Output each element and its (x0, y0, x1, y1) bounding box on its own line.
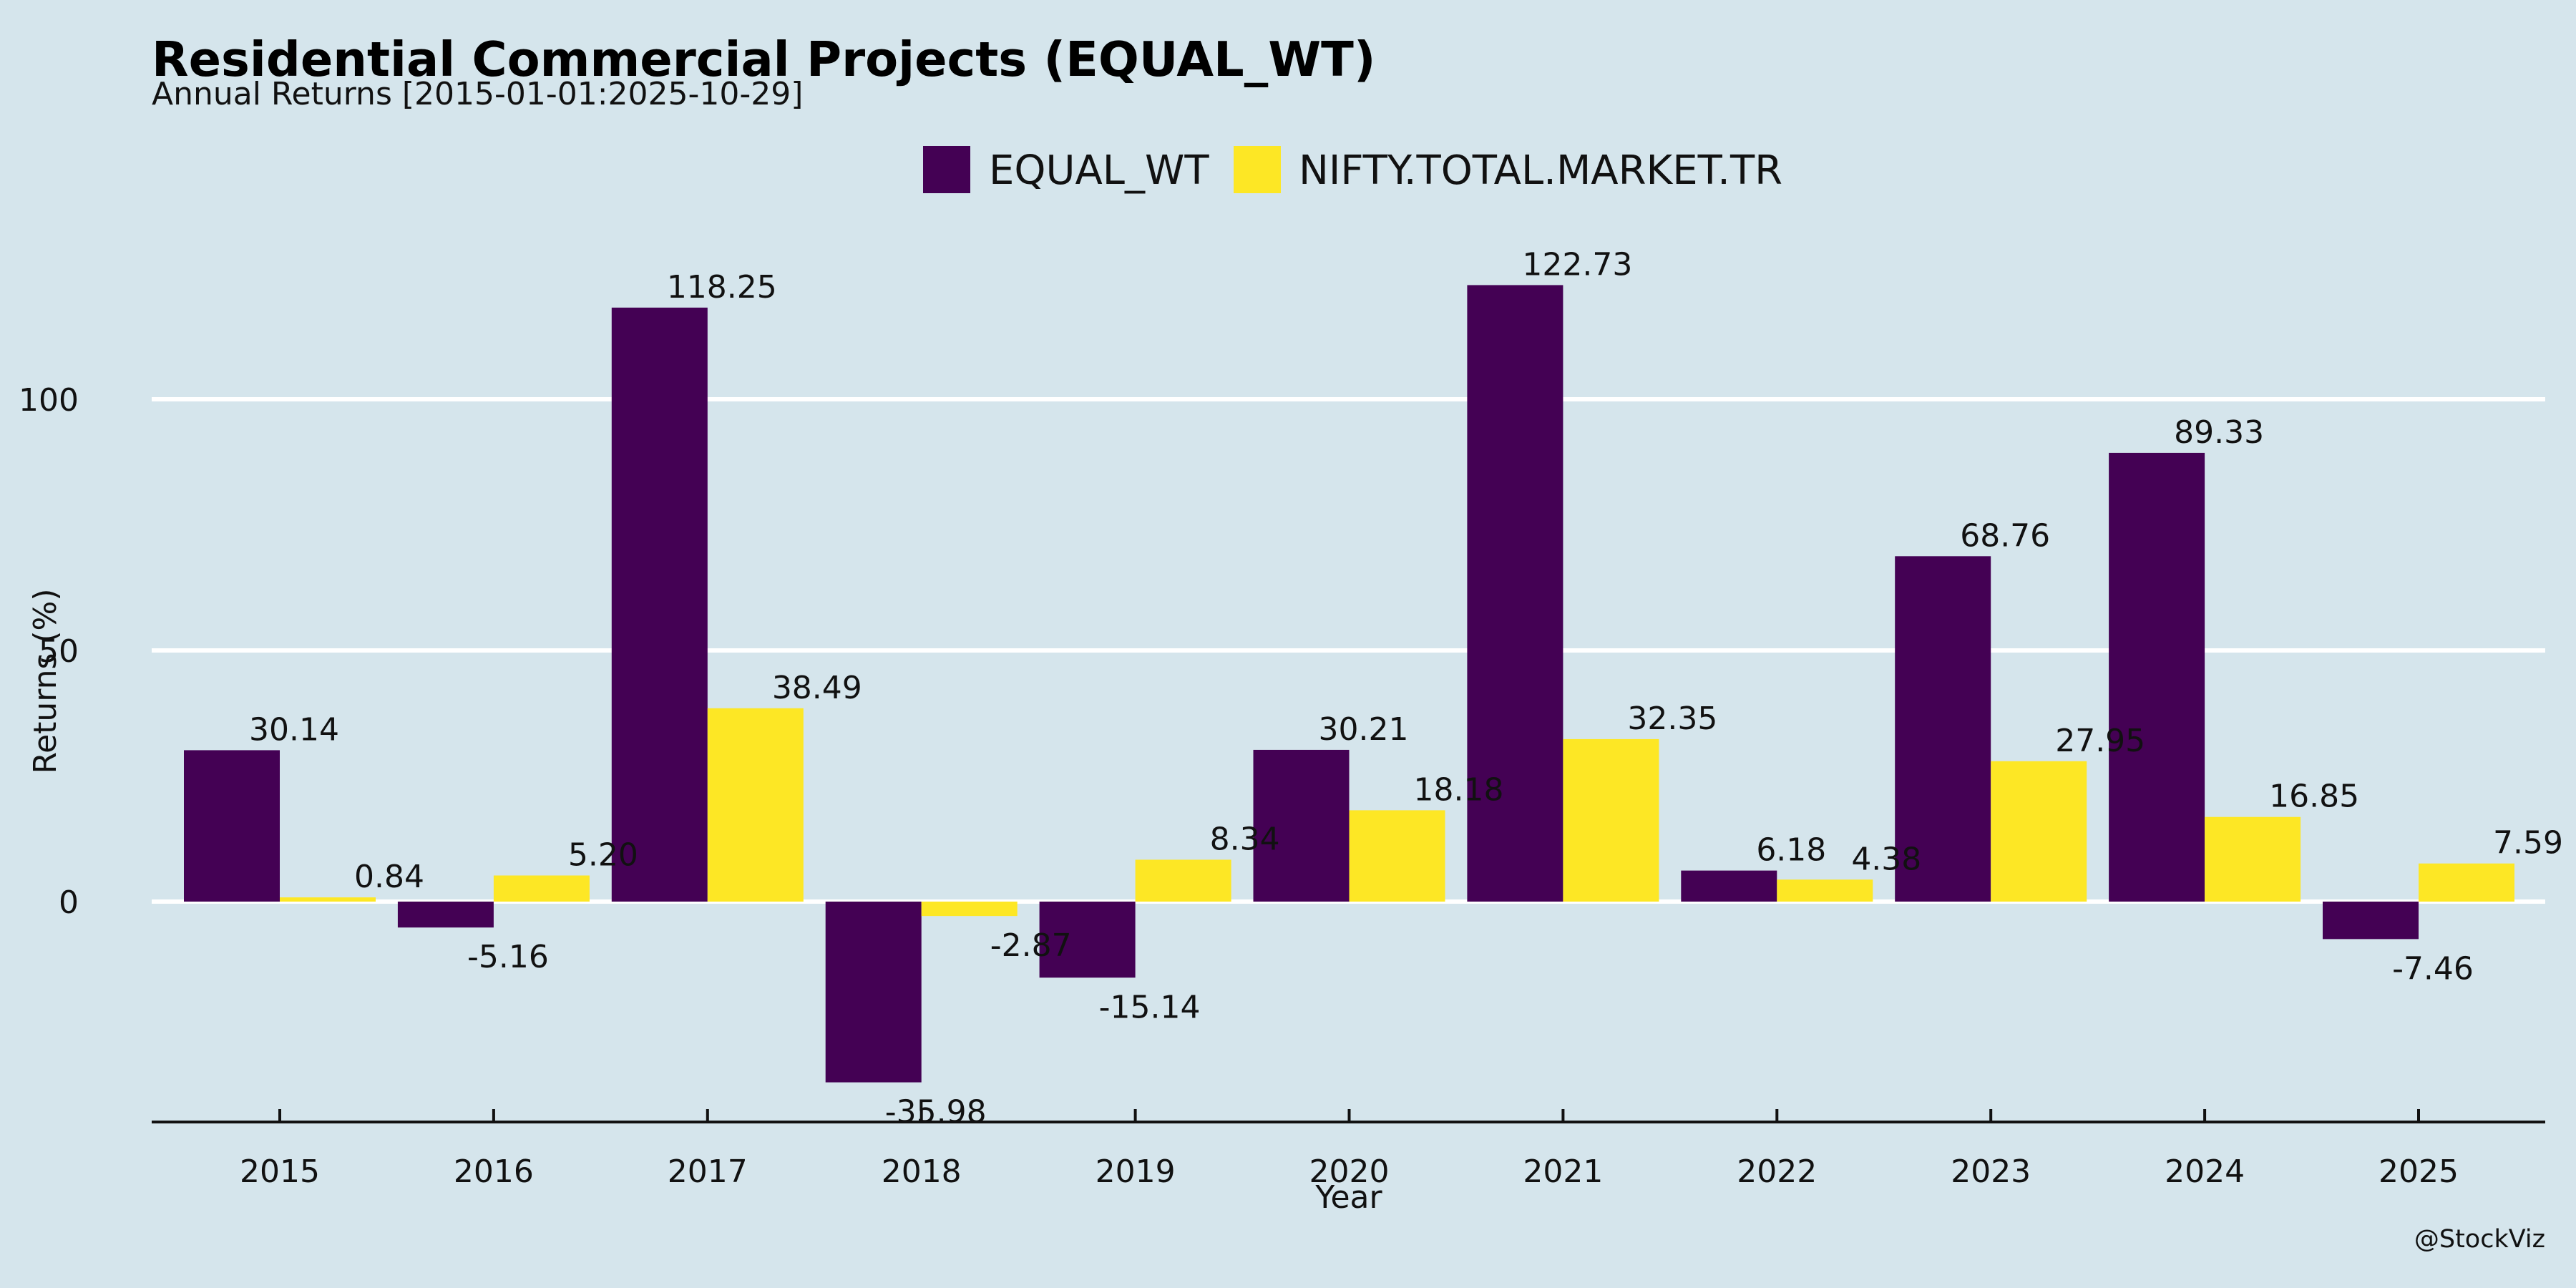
x-tick-label-2017: 2017 (668, 1153, 748, 1190)
data-label-nifty-total-market-tr-2020: 18.18 (1414, 771, 1504, 808)
bar-equal-wt-2019 (1039, 902, 1136, 978)
bar-equal-wt-2016 (397, 902, 494, 928)
x-tick-label-2024: 2024 (2165, 1153, 2245, 1190)
y-tick-label-50: 50 (39, 633, 79, 670)
legend-label-nifty-total-market-tr: NIFTY.TOTAL.MARKET.TR (1299, 147, 1782, 194)
data-label-equal-wt-2021: 122.73 (1522, 246, 1632, 283)
credit-label: @StockViz (2414, 1225, 2545, 1254)
x-tick-label-2023: 2023 (1951, 1153, 2031, 1190)
bar-nifty-total-market-tr-2020 (1349, 810, 1445, 902)
data-label-equal-wt-2017: 118.25 (667, 269, 777, 306)
bar-nifty-total-market-tr-2023 (1991, 761, 2087, 902)
data-label-equal-wt-2024: 89.33 (2174, 414, 2264, 451)
x-tick-label-2022: 2022 (1737, 1153, 1817, 1190)
bar-equal-wt-2025 (2323, 902, 2419, 940)
data-label-equal-wt-2020: 30.21 (1319, 711, 1409, 748)
legend-swatch-equal-wt (923, 146, 970, 193)
data-label-nifty-total-market-tr-2015: 0.84 (354, 859, 424, 895)
data-label-nifty-total-market-tr-2025: 7.59 (2493, 825, 2563, 862)
data-label-nifty-total-market-tr-2022: 4.38 (1851, 841, 1921, 877)
data-label-equal-wt-2023: 68.76 (1960, 517, 2050, 554)
bar-nifty-total-market-tr-2019 (1135, 859, 1231, 902)
legend-swatch-nifty-total-market-tr (1234, 146, 1281, 193)
bar-equal-wt-2024 (2109, 452, 2205, 902)
legend: EQUAL_WT NIFTY.TOTAL.MARKET.TR (923, 146, 1782, 194)
x-tick-label-2021: 2021 (1523, 1153, 1603, 1190)
bar-equal-wt-2018 (825, 902, 922, 1083)
data-label-nifty-total-market-tr-2023: 27.95 (2055, 723, 2145, 759)
bar-nifty-total-market-tr-2021 (1563, 738, 1659, 902)
x-tick-label-2020: 2020 (1309, 1153, 1390, 1190)
data-label-equal-wt-2019: -15.14 (1099, 989, 1201, 1025)
bars (184, 285, 2514, 1083)
data-label-equal-wt-2016: -5.16 (467, 939, 549, 975)
bar-nifty-total-market-tr-2024 (2205, 816, 2301, 902)
y-axis-label: Returns (%) (27, 588, 64, 774)
bar-nifty-total-market-tr-2018 (921, 902, 1018, 917)
chart-title: Residential Commercial Projects (EQUAL_W… (152, 31, 1375, 87)
data-label-equal-wt-2018: -35.98 (885, 1094, 987, 1131)
data-label-equal-wt-2025: -7.46 (2392, 950, 2474, 987)
data-label-nifty-total-market-tr-2021: 32.35 (1627, 701, 1717, 737)
x-tick-label-2019: 2019 (1096, 1153, 1176, 1190)
data-labels: 30.14 0.84 -5.16 5.20 118.25 38.49 -35.98 -2.87… (249, 246, 2563, 1130)
data-label-nifty-total-market-tr-2024: 16.85 (2269, 779, 2359, 815)
bar-nifty-total-market-tr-2022 (1777, 879, 1873, 902)
bar-equal-wt-2015 (184, 750, 280, 902)
x-tick-label-2025: 2025 (2379, 1153, 2459, 1190)
bar-equal-wt-2020 (1253, 749, 1350, 902)
data-label-nifty-total-market-tr-2018: -2.87 (990, 927, 1072, 964)
bar-nifty-total-market-tr-2015 (280, 897, 376, 902)
data-label-nifty-total-market-tr-2016: 5.20 (568, 836, 638, 873)
y-tick-label-0: 0 (59, 884, 79, 921)
data-label-equal-wt-2022: 6.18 (1756, 832, 1826, 869)
bar-nifty-total-market-tr-2016 (493, 875, 590, 902)
x-tick-label-2015: 2015 (240, 1153, 320, 1190)
bar-equal-wt-2022 (1681, 870, 1777, 902)
y-tick-label-100: 100 (19, 382, 79, 419)
bar-equal-wt-2017 (611, 307, 708, 902)
data-label-nifty-total-market-tr-2019: 8.34 (1210, 821, 1280, 857)
y-axis-ticks: 0 50 100 (19, 382, 79, 921)
x-tick-label-2016: 2016 (454, 1153, 534, 1190)
chart-subtitle: Annual Returns [2015-01-01:2025-10-29] (152, 76, 803, 112)
bar-equal-wt-2021 (1467, 285, 1563, 902)
bar-equal-wt-2023 (1895, 556, 1991, 902)
x-axis: 2015 2016 2017 2018 2019 2020 2021 2022 2023 2024… (152, 1109, 2545, 1190)
data-label-nifty-total-market-tr-2017: 38.49 (772, 670, 862, 706)
data-label-equal-wt-2015: 30.14 (249, 711, 339, 748)
x-tick-label-2018: 2018 (882, 1153, 962, 1190)
bar-nifty-total-market-tr-2017 (707, 708, 804, 902)
bar-nifty-total-market-tr-2025 (2419, 863, 2514, 902)
x-axis-label: Year (1314, 1179, 1382, 1216)
legend-label-equal-wt: EQUAL_WT (989, 147, 1209, 194)
